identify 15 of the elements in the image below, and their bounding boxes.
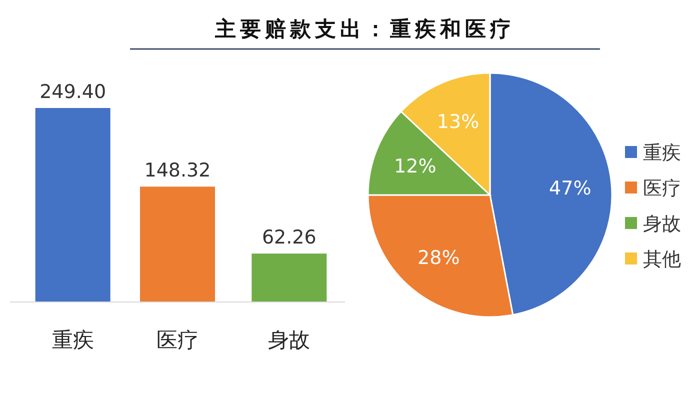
legend-label: 医疗 [643, 178, 681, 200]
x-tick-label: 身故 [268, 328, 310, 352]
data-label: 13% [436, 111, 480, 134]
data-label: 62.26 [262, 226, 316, 249]
chart-title: 主要赔款支出：重疾和医疗 [214, 17, 515, 41]
data-label: 47% [549, 177, 592, 200]
legend-label: 身故 [643, 213, 681, 235]
legend-label: 其他 [643, 248, 681, 270]
x-tick-label: 重疾 [52, 328, 94, 352]
data-label: 148.32 [144, 160, 211, 182]
data-label: 12% [394, 155, 436, 178]
data-label: 28% [418, 247, 460, 270]
x-tick-label: 医疗 [156, 328, 198, 352]
legend-label: 重疾 [643, 142, 681, 164]
data-label: 249.40 [40, 81, 106, 103]
